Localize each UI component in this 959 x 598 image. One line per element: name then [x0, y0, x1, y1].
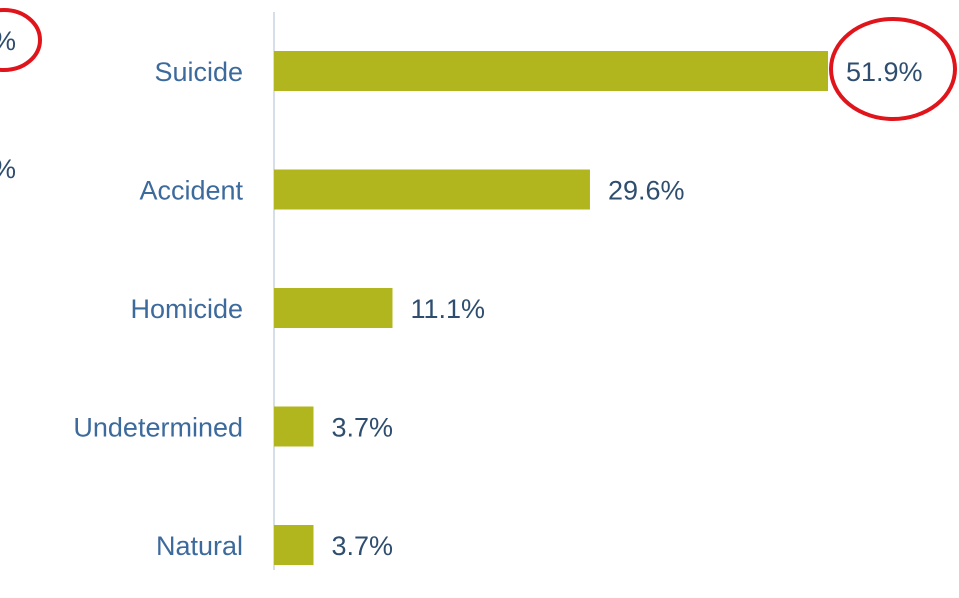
value-label-natural: 3.7%: [331, 531, 393, 561]
bar-suicide: [274, 51, 828, 91]
value-label-homicide: 11.1%: [410, 294, 485, 324]
category-label-homicide: Homicide: [130, 294, 243, 324]
value-label-accident: 29.6%: [608, 176, 685, 206]
bar-natural: [274, 525, 314, 565]
highlight-circle-suicide: [829, 17, 957, 121]
bar-homicide: [274, 288, 393, 328]
category-label-undetermined: Undetermined: [73, 413, 243, 443]
category-label-accident: Accident: [139, 176, 243, 206]
bar-accident: [274, 169, 590, 210]
value-label-undetermined: 3.7%: [331, 413, 393, 443]
cutoff-percent-label-2: %: [0, 154, 16, 184]
category-label-suicide: Suicide: [154, 57, 243, 87]
value-label-suicide: 51.9%: [846, 57, 923, 87]
cutoff-percent-label-1: %: [0, 26, 16, 56]
bar-undetermined: [274, 406, 314, 447]
bars-group: Suicide 51.9% Accident 29.6% Homicide 11.1% Un…: [73, 17, 957, 565]
category-label-natural: Natural: [156, 531, 243, 561]
highlight-circle-left-cutoff: [0, 8, 42, 72]
